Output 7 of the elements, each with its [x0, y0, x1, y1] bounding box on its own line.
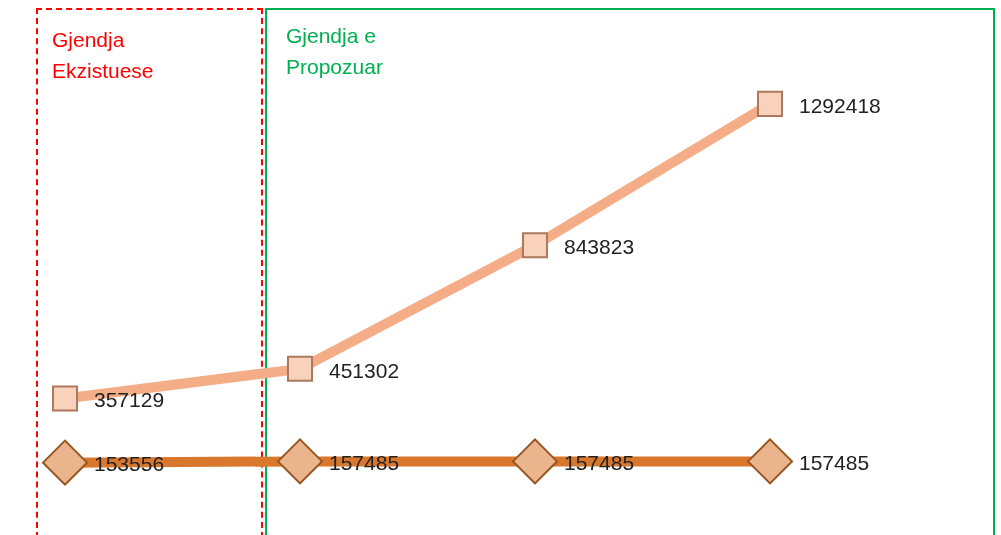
text: Gjendja Ekzistuese	[52, 27, 155, 84]
data-label: 157485	[799, 451, 870, 475]
data-label: 1292418	[799, 93, 881, 117]
text: Gjendja e Propozuar	[286, 23, 384, 80]
data-label: 451302	[329, 358, 400, 382]
data-label: 843823	[564, 234, 635, 258]
data-label: 357129	[94, 388, 165, 412]
